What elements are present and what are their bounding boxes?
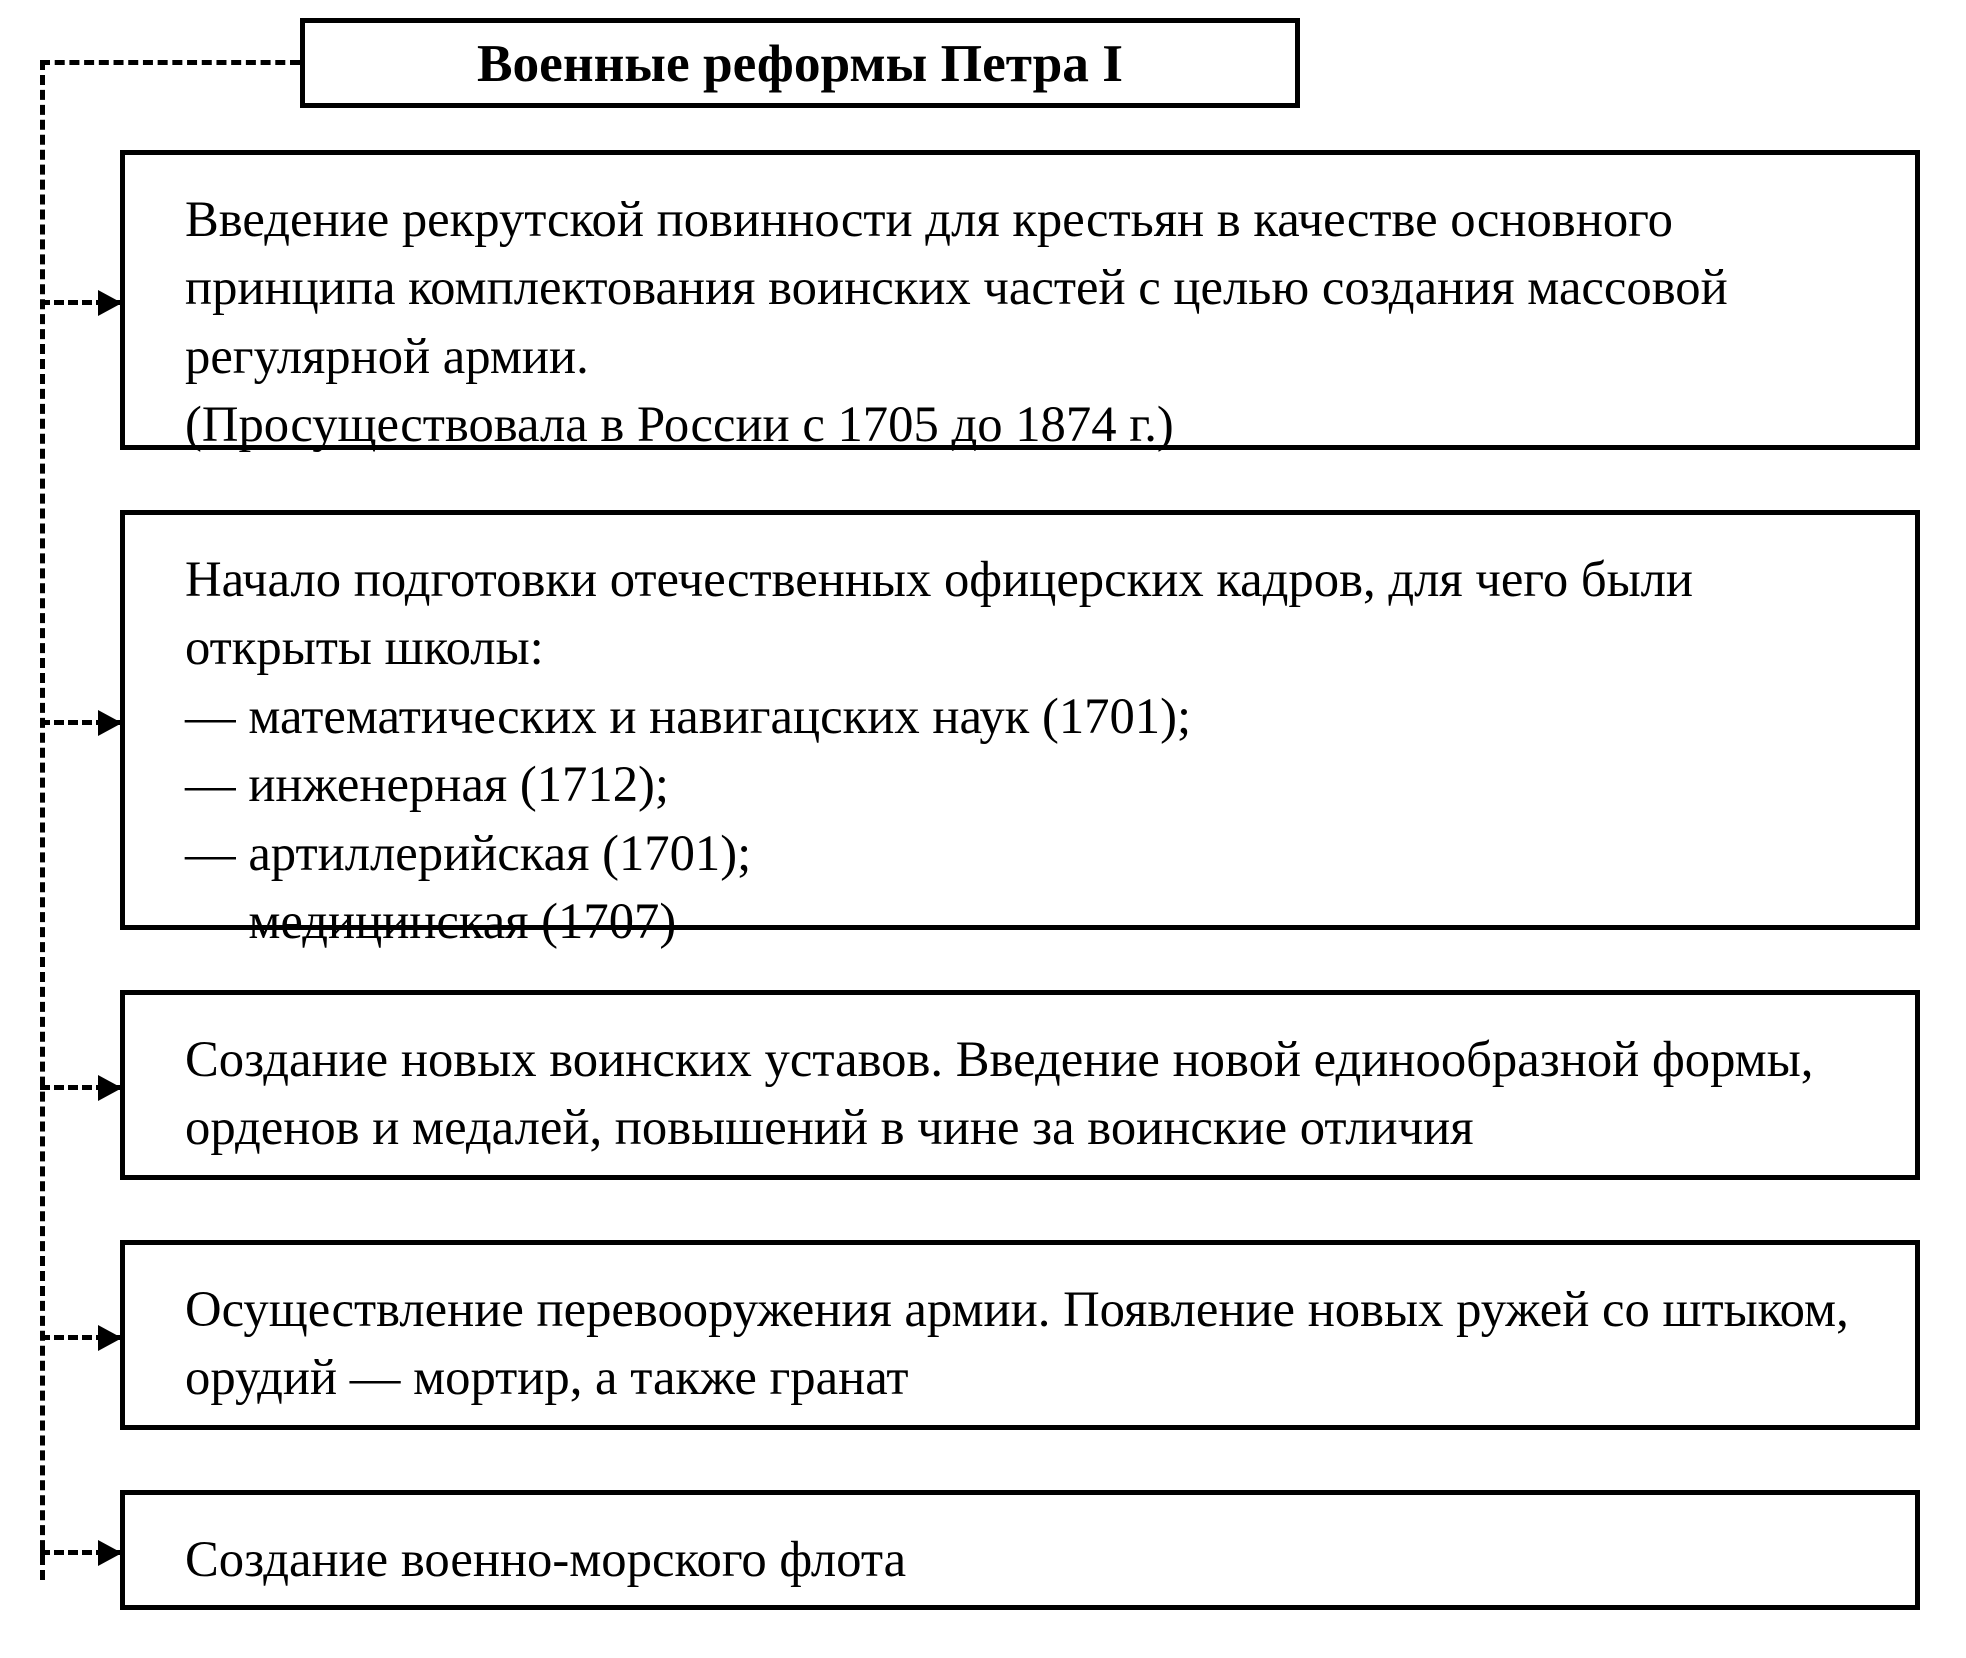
reform-node-text: Создание военно-морского флота [185, 1531, 906, 1587]
reform-node-text: Введение рекрутской повинности для крест… [185, 191, 1728, 452]
diagram-canvas: Военные реформы Петра I Введение рекрутс… [0, 0, 1966, 1658]
reform-node-text: Создание новых воинских уставов. Введени… [185, 1031, 1813, 1155]
reform-node: Начало подготовки отечественных офицерск… [120, 510, 1920, 930]
schools-list: математических и навигацских наук (1701)… [185, 682, 1875, 956]
reform-node: Создание военно-морского флота [120, 1490, 1920, 1610]
reform-node: Введение рекрутской повинности для крест… [120, 150, 1920, 450]
reform-node-text: Осуществление перевооружения армии. Появ… [185, 1281, 1849, 1405]
schools-list-item: математических и навигацских наук (1701)… [185, 682, 1875, 750]
branch-arrow [40, 1335, 120, 1340]
branch-arrow [40, 300, 120, 305]
schools-list-item: медицинская (1707) [185, 887, 1875, 955]
reform-node: Осуществление перевооружения армии. Появ… [120, 1240, 1920, 1430]
diagram-title-box: Военные реформы Петра I [300, 18, 1300, 108]
branch-arrow [40, 720, 120, 725]
branch-arrow [40, 1085, 120, 1090]
reform-node-intro: Начало подготовки отечественных офицерск… [185, 545, 1875, 682]
branch-arrow [40, 1550, 120, 1555]
diagram-title-text: Военные реформы Петра I [477, 32, 1123, 94]
reform-node: Создание новых воинских уставов. Введени… [120, 990, 1920, 1180]
title-connector-line [40, 60, 300, 65]
schools-list-item: артиллерийская (1701); [185, 819, 1875, 887]
schools-list-item: инженерная (1712); [185, 750, 1875, 818]
spine-line [40, 60, 45, 1580]
